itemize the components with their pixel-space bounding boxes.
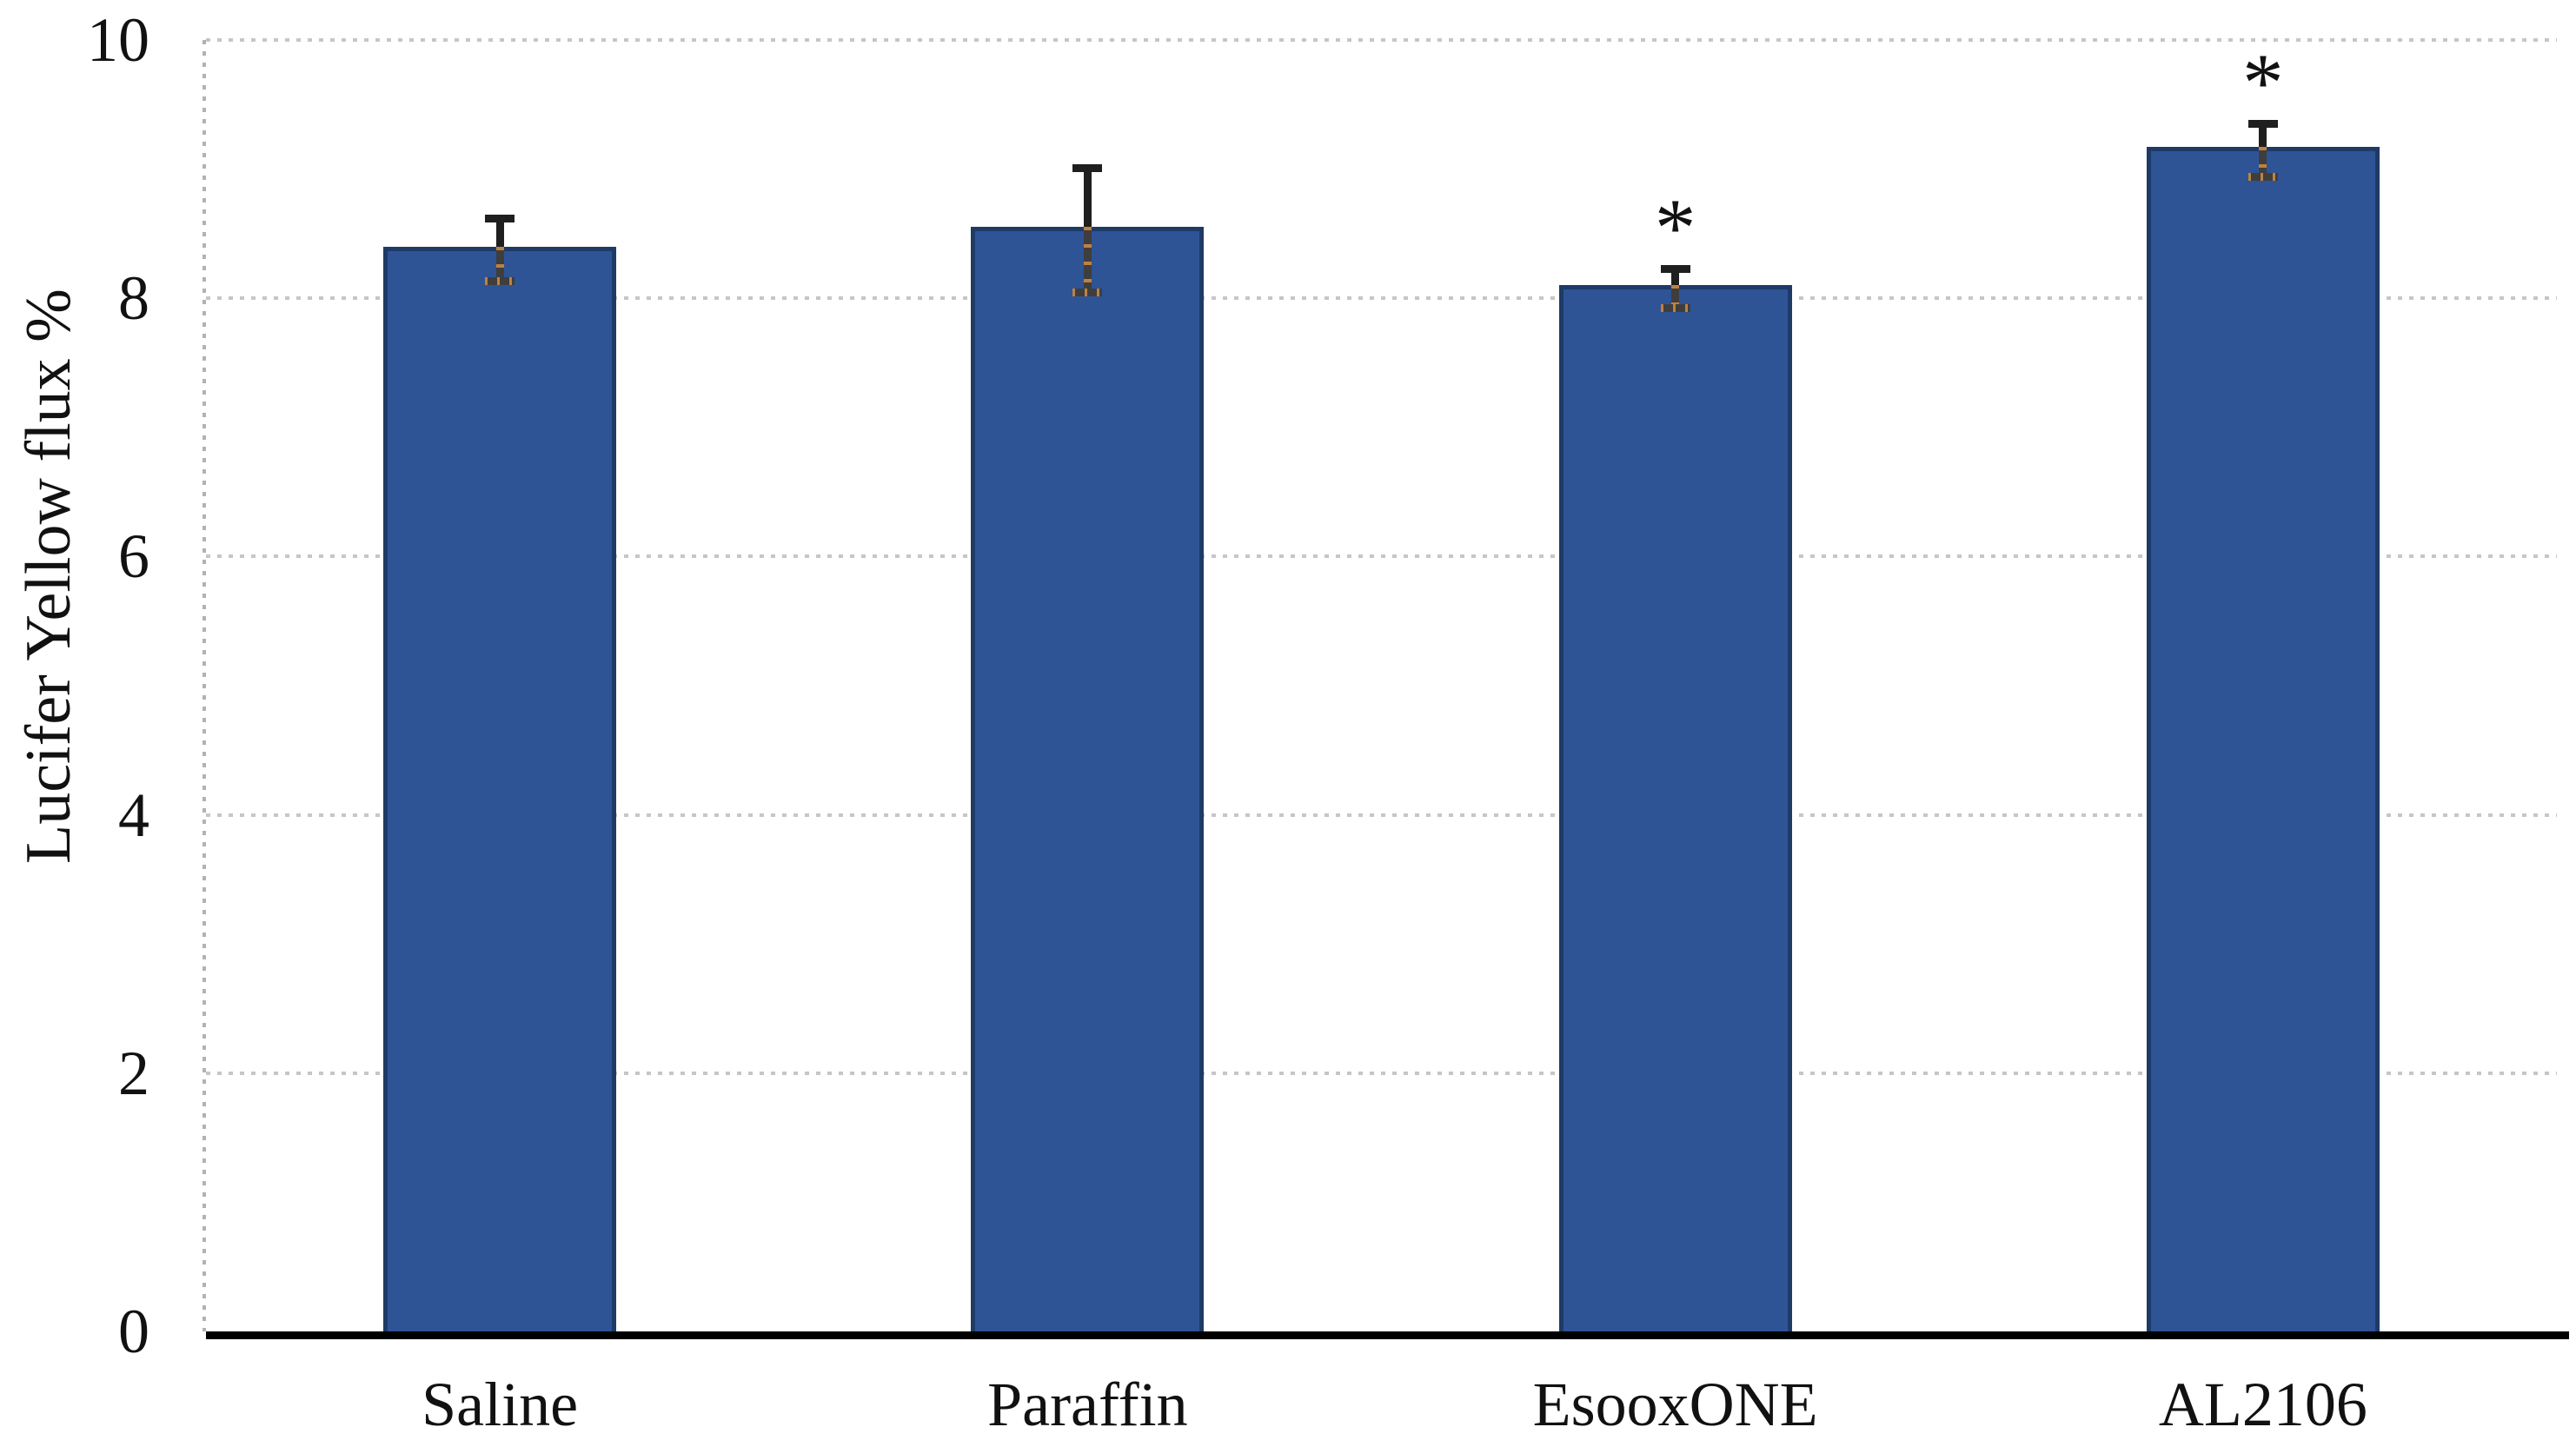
error-bar-top-cap <box>1660 264 1690 273</box>
error-bar-top-cap <box>2247 120 2278 129</box>
error-bar-line-lower <box>2259 147 2267 175</box>
y-tick-label: 2 <box>118 1038 149 1108</box>
x-category-label-esooxone: EsooxONE <box>1532 1370 1818 1439</box>
gridline-y8 <box>206 296 2557 301</box>
bar-paraffin <box>971 227 1205 1331</box>
x-category-label-al2106: AL2106 <box>2158 1370 2367 1439</box>
gridline-y4 <box>206 813 2557 817</box>
y-tick-label: 8 <box>118 263 149 334</box>
significance-asterisk: * <box>1654 181 1696 274</box>
error-bar-line-upper <box>2259 126 2267 148</box>
gridline-y2 <box>206 1071 2557 1075</box>
error-bar-line-upper <box>495 220 504 247</box>
significance-asterisk: * <box>2242 37 2284 129</box>
x-category-label-saline: Saline <box>422 1370 579 1439</box>
y-tick-label: 6 <box>118 521 149 592</box>
x-category-label-paraffin: Paraffin <box>987 1370 1188 1439</box>
error-bar-top-cap <box>1072 163 1103 172</box>
error-bar-bottom-cap <box>2247 172 2278 181</box>
error-bar-top-cap <box>485 214 515 222</box>
y-tick-label: 0 <box>118 1297 149 1366</box>
gridline-y10 <box>206 38 2557 42</box>
gridline-y6 <box>206 554 2557 559</box>
bar-al2106 <box>2146 147 2380 1331</box>
x-axis-baseline <box>206 1331 2569 1339</box>
bar-esooxone <box>1558 285 1792 1331</box>
y-tick-label: 10 <box>87 5 149 75</box>
error-bar-bottom-cap <box>1660 304 1690 313</box>
error-bar-line-lower <box>495 246 504 279</box>
error-bar-line-upper <box>1671 270 1680 286</box>
error-bar-bottom-cap <box>1072 289 1103 297</box>
y-axis-line <box>202 40 206 1331</box>
error-bar-bottom-cap <box>485 276 515 285</box>
y-tick-label: 4 <box>118 780 149 850</box>
error-bar-line-lower <box>1671 285 1680 307</box>
error-bar-line-lower <box>1083 227 1092 291</box>
bar-saline <box>383 246 617 1331</box>
error-bar-line-upper <box>1083 169 1092 228</box>
